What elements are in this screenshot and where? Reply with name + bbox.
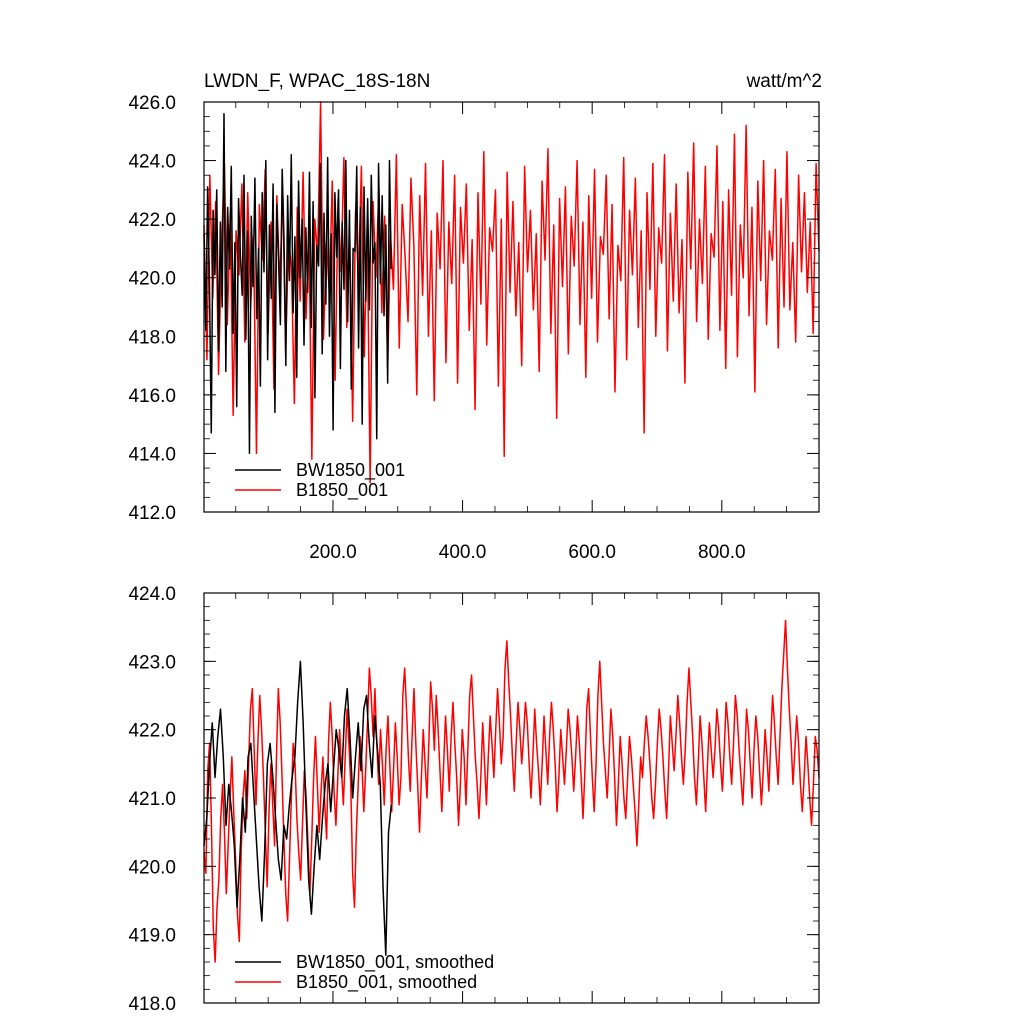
- bottom-y-tick-label: 419.0: [128, 926, 176, 947]
- top-legend: BW1850_001 B1850_001: [235, 460, 405, 501]
- top-y-tick-label: 414.0: [128, 444, 176, 465]
- bottom-y-tick-label: 423.0: [128, 652, 176, 673]
- top-panel: LWDN_F, WPAC_18S-18N watt/m^2 412.0 414.0…: [128, 71, 822, 563]
- top-x-tick-label: 600.0: [568, 542, 616, 563]
- top-plot-frame: [203, 101, 820, 513]
- top-series-line-b1850-001: [203, 101, 820, 484]
- top-y-tick-label: 424.0: [128, 152, 176, 173]
- legend-label-b1850: B1850_001: [296, 480, 388, 501]
- bottom-legend: BW1850_001, smoothed B1850_001, smoothed: [235, 952, 494, 993]
- bottom-axes: 418.0 419.0 420.0 421.0 422.0 423.0 424.0: [128, 584, 819, 1015]
- top-y-tick-label: 416.0: [128, 386, 176, 407]
- top-y-tick-label: 426.0: [128, 93, 176, 114]
- top-x-tick-label: 800.0: [698, 542, 746, 563]
- bottom-panel: 418.0 419.0 420.0 421.0 422.0 423.0 424.0 BW18…: [128, 584, 820, 1015]
- bottom-series-group: [203, 619, 820, 963]
- top-y-tick-label: 418.0: [128, 327, 176, 348]
- bottom-series-line-bw1850-001-smoothed: [203, 660, 393, 956]
- bottom-y-tick-label: 418.0: [128, 994, 176, 1015]
- bottom-y-tick-label: 420.0: [128, 857, 176, 878]
- top-y-tick-label: 412.0: [128, 503, 176, 524]
- units-label: watt/m^2: [746, 71, 822, 92]
- bottom-y-tick-label: 422.0: [128, 721, 176, 742]
- legend-label-bw1850-smoothed: BW1850_001, smoothed: [296, 952, 494, 973]
- chart-title: LWDN_F, WPAC_18S-18N: [204, 71, 430, 92]
- legend-label-b1850-smoothed: B1850_001, smoothed: [296, 972, 477, 993]
- top-axes: 412.0 414.0 416.0 418.0 420.0 422.0 424.0 426.0…: [128, 93, 819, 563]
- top-series-line-bw1850-001: [203, 112, 393, 455]
- top-x-tick-label: 200.0: [309, 542, 357, 563]
- top-y-tick-label: 422.0: [128, 210, 176, 231]
- bottom-y-tick-label: 421.0: [128, 789, 176, 810]
- top-series-group: [203, 101, 820, 484]
- top-y-tick-label: 420.0: [128, 269, 176, 290]
- top-x-tick-label: 400.0: [439, 542, 487, 563]
- bottom-y-tick-label: 424.0: [128, 584, 176, 605]
- legend-label-bw1850: BW1850_001: [296, 460, 405, 481]
- bottom-plot-frame: [203, 592, 820, 1004]
